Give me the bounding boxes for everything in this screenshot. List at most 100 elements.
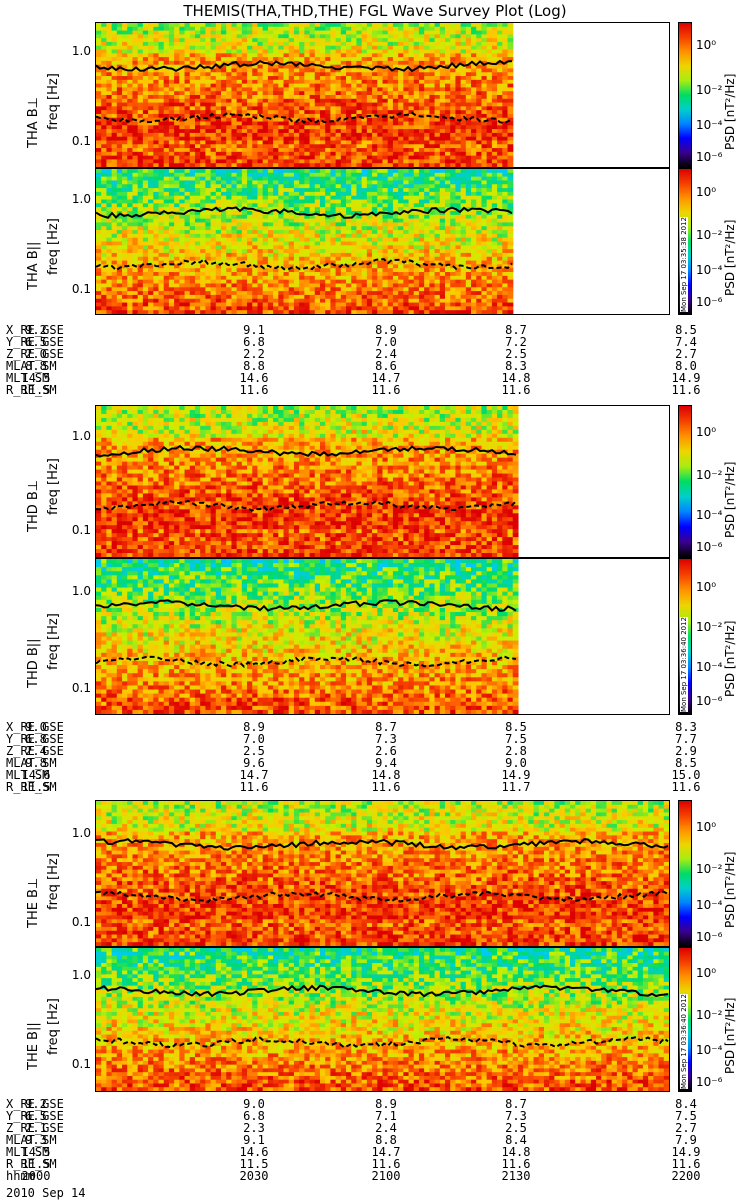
spectrogram-cell (278, 306, 285, 311)
spectrogram-cell (210, 191, 217, 197)
spectrogram-cell (148, 34, 154, 39)
spectrogram-cell (299, 76, 305, 81)
spectrogram-cell (184, 230, 191, 235)
spectrogram-cell (481, 57, 488, 62)
spectrogram-cell (142, 72, 149, 77)
spectrogram-cell (116, 76, 123, 81)
spectrogram-cell (346, 260, 352, 265)
spectrogram-cell (262, 222, 269, 227)
spectrogram-cell (460, 87, 467, 92)
spectrogram-cell (257, 98, 264, 104)
spectrogram-cell (424, 163, 430, 167)
spectrogram-cell (471, 140, 477, 145)
spectrogram-cell (101, 102, 108, 107)
spectrogram-cell (247, 98, 253, 104)
spectrogram-cell (158, 188, 165, 193)
spectrogram-cell (351, 241, 358, 246)
spectrogram-cell (116, 252, 123, 258)
spectrogram-cell (106, 34, 113, 39)
spectrogram-cell (226, 57, 233, 62)
spectrogram-cell (189, 287, 196, 292)
spectrogram-cell (351, 110, 358, 115)
spectrogram-cell (184, 287, 191, 292)
spectrogram-cell (309, 306, 316, 311)
spectrogram-cell (101, 68, 108, 73)
spectrogram-cell (278, 57, 285, 62)
spectrogram-cell (382, 87, 389, 92)
spectrogram-cell (299, 222, 305, 227)
spectrogram-cell (361, 57, 368, 62)
spectrogram-cell (142, 57, 149, 62)
spectrogram-cell (111, 95, 118, 100)
spectrogram-cell (372, 76, 378, 81)
spectrogram-cell (283, 30, 290, 35)
spectrogram-cell (221, 41, 227, 47)
spectrogram-cell (413, 117, 420, 123)
spectrogram-cell (429, 144, 436, 149)
spectrogram-cell (309, 268, 316, 273)
spectrogram-cell (481, 45, 488, 51)
spectrogram-cell (413, 49, 420, 54)
spectrogram-cell (168, 230, 175, 235)
spectrogram-cell (241, 191, 248, 197)
spectrogram-cell (439, 98, 446, 104)
spectrogram-cell (325, 291, 332, 296)
spectrogram-cell (486, 163, 493, 167)
spectrogram-cell (372, 106, 378, 111)
spectrogram-cell (163, 79, 170, 85)
spectrogram-cell (231, 79, 238, 85)
spectrogram-cell (194, 222, 201, 227)
spectrogram-cell (403, 148, 410, 153)
spectrogram-cell (236, 249, 243, 254)
spectrogram-cell (351, 188, 358, 193)
spectrogram-cell (325, 117, 332, 123)
spectrogram-cell (148, 102, 154, 107)
spectrogram-cell (252, 199, 259, 204)
spectrogram-cell (299, 53, 305, 58)
spectrogram-cell (252, 163, 259, 167)
spectrogram-cell (257, 155, 264, 161)
spectrogram-cell (330, 136, 337, 142)
spectrogram-cell (325, 210, 332, 216)
spectrogram-cell (429, 102, 436, 107)
spectrogram-cell (304, 210, 311, 216)
spectrogram-cell (153, 191, 160, 197)
spectrogram-cell (278, 132, 285, 138)
spectrogram-cell (507, 79, 514, 85)
spectrogram-cell (325, 310, 332, 314)
spectrogram-cell (392, 57, 399, 62)
spectrogram-cell (153, 203, 160, 208)
spectrogram-cell (387, 72, 394, 77)
spectrogram-cell (497, 140, 503, 145)
spectrogram-cell (413, 163, 420, 167)
spectrogram-cell (262, 144, 269, 149)
spectrogram-cell (325, 188, 332, 193)
spectrogram-cell (330, 132, 337, 138)
spectrogram-cell (200, 302, 206, 307)
spectrogram-cell (262, 191, 269, 197)
spectrogram-cell (226, 291, 233, 296)
spectrogram-cell (382, 68, 389, 73)
spectrogram-cell (262, 291, 269, 296)
spectrogram-cell (293, 176, 300, 182)
spectrogram-cell (132, 121, 139, 126)
spectrogram-cell (387, 79, 394, 85)
spectrogram-cell (330, 310, 337, 314)
spectrogram-cell (340, 113, 347, 119)
spectrogram-cell (215, 53, 222, 58)
spectrogram-cell (257, 34, 264, 39)
spectrogram-cell (319, 230, 326, 235)
spectrogram-cell (153, 230, 160, 235)
spectrogram-cell (231, 298, 238, 304)
spectrogram-cell (241, 256, 248, 262)
spectrogram-cell (392, 41, 399, 47)
spectrogram-cell (168, 23, 175, 28)
spectrogram-cell (309, 241, 316, 246)
spectrogram-cell (101, 233, 108, 239)
spectrogram-cell (450, 38, 457, 43)
spectrogram-cell (325, 283, 332, 288)
spectrogram-cell (299, 256, 305, 262)
spectrogram-cell (346, 210, 352, 216)
spectrogram-cell (252, 203, 259, 208)
spectrogram-cell (293, 95, 300, 100)
